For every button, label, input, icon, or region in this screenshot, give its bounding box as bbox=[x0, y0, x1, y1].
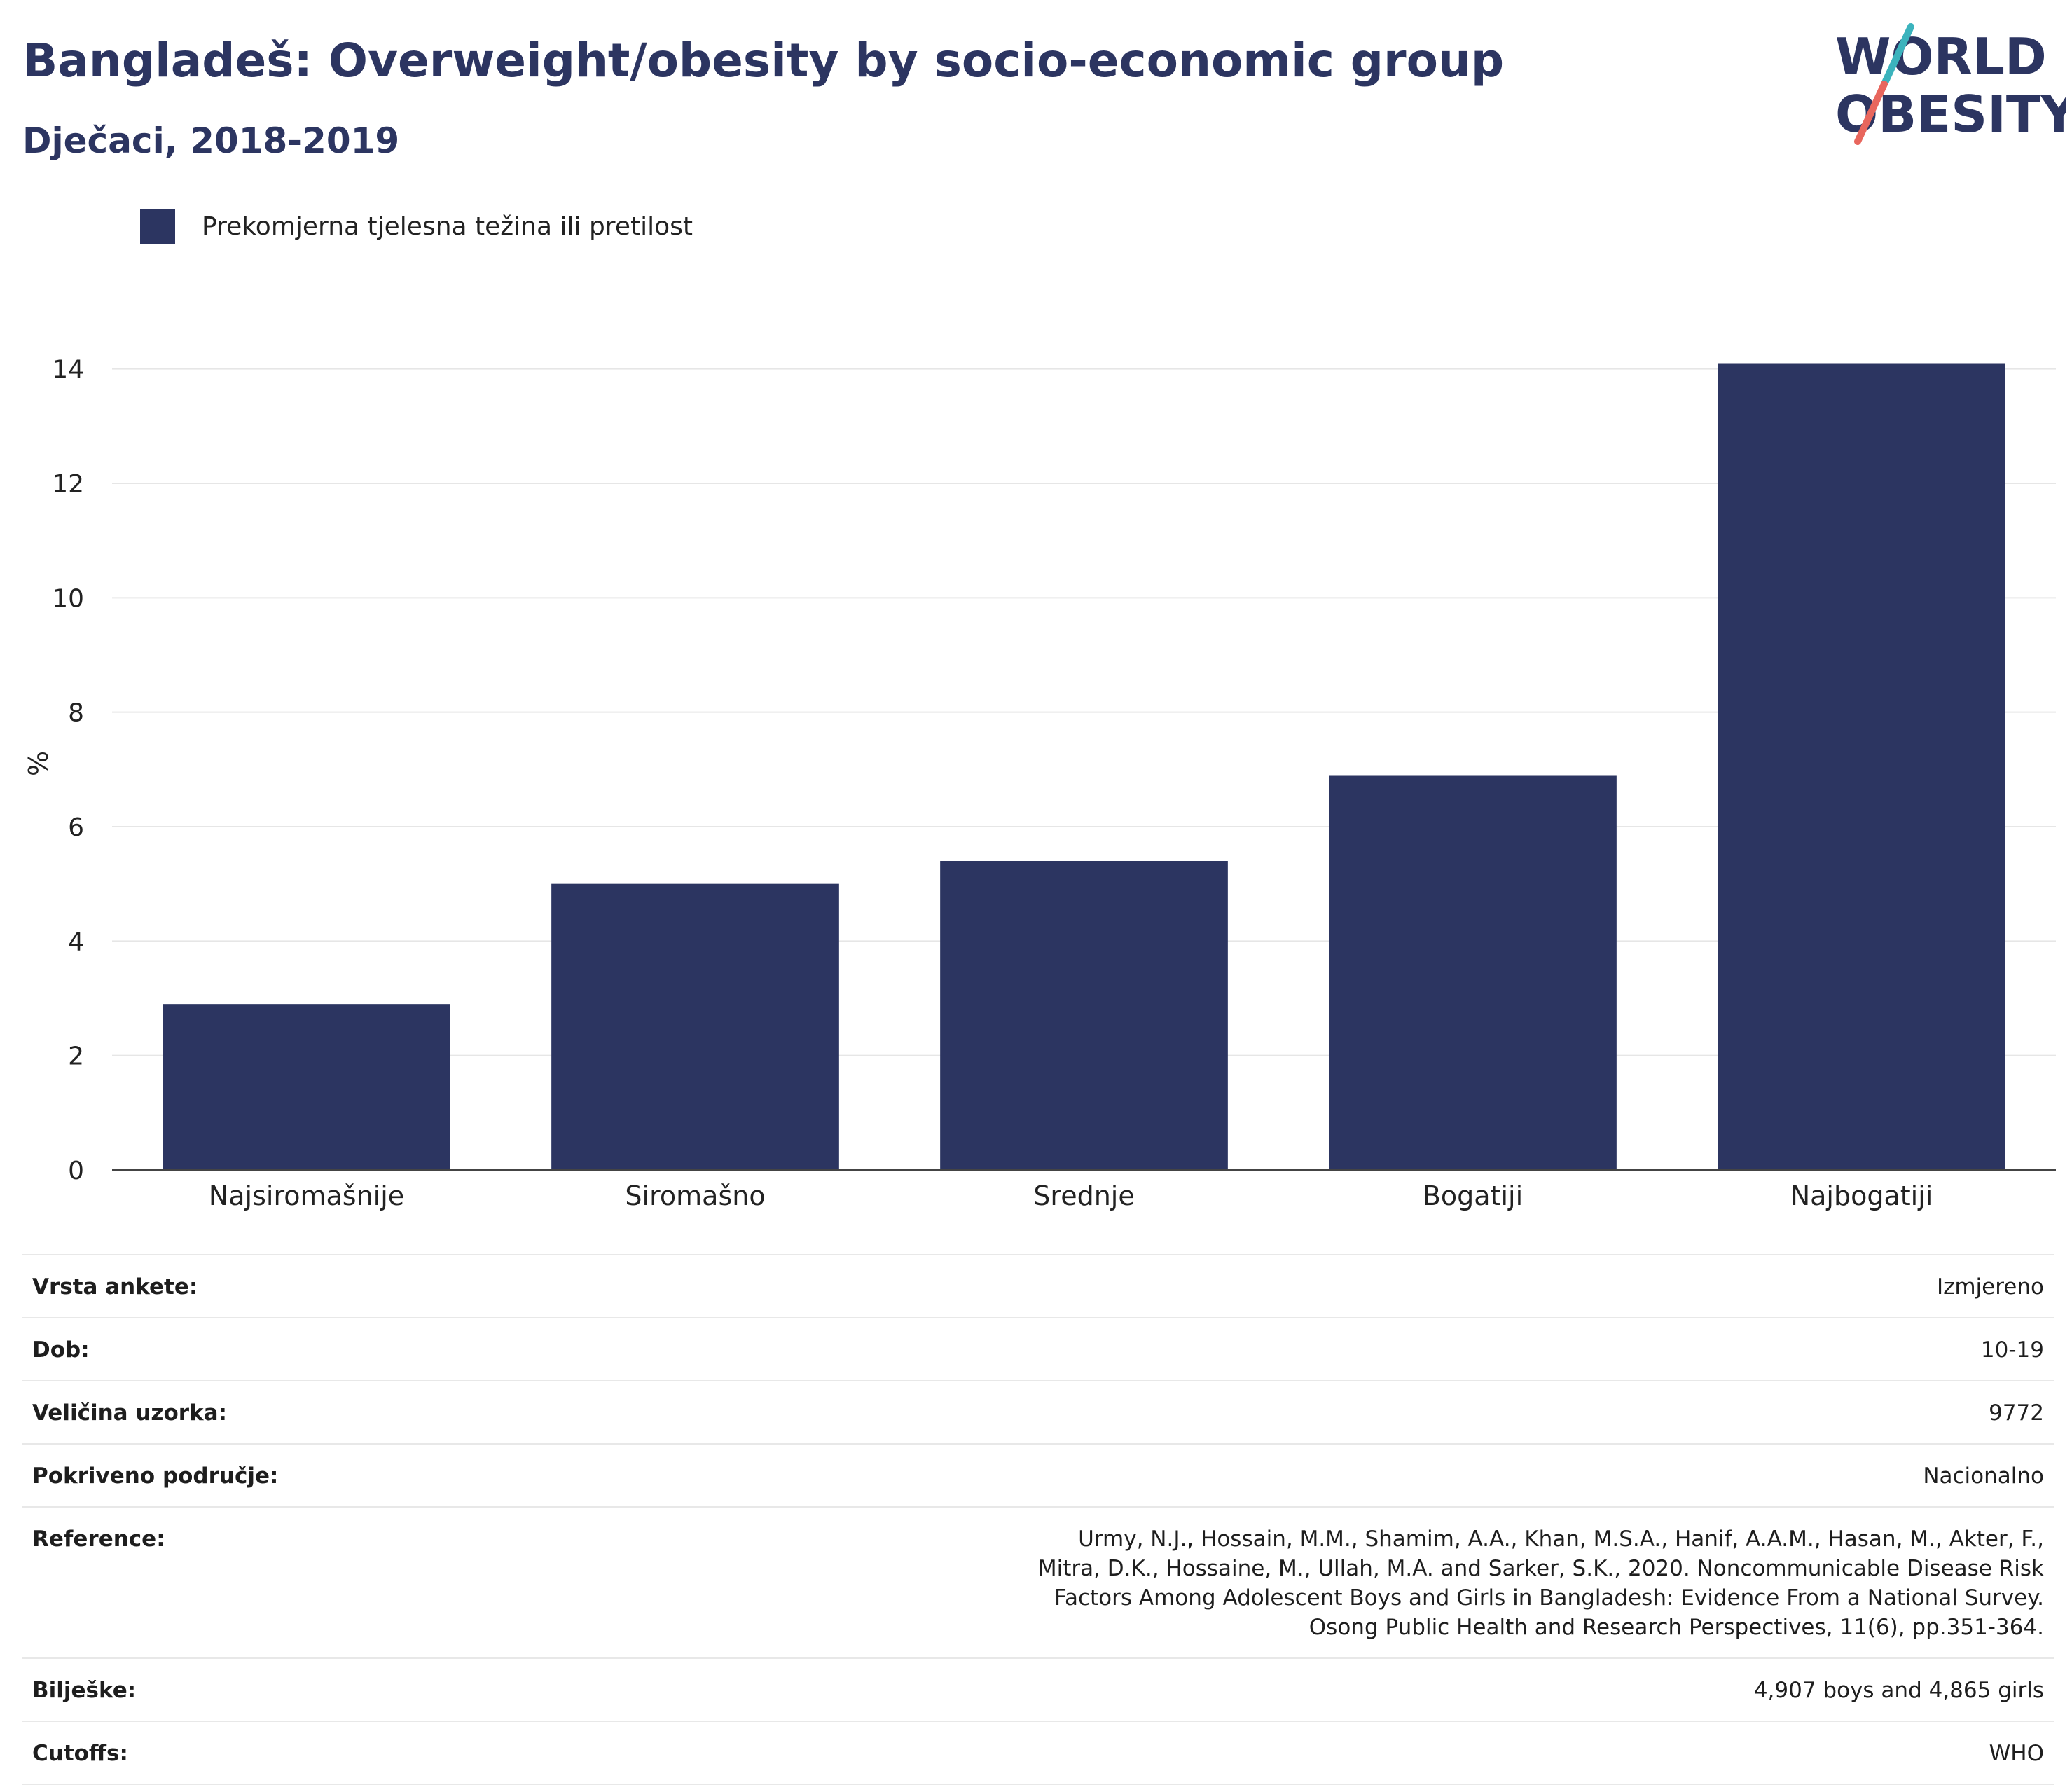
x-tick-label: Srednje bbox=[1033, 1180, 1134, 1211]
row-value: Izmjereno bbox=[1936, 1274, 2044, 1300]
row-label: Pokriveno područje: bbox=[32, 1463, 279, 1489]
table-row: Dob: 10-19 bbox=[22, 1318, 2054, 1381]
world-obesity-logo: WORLD OBESITY bbox=[1835, 23, 2066, 145]
y-tick-label: 6 bbox=[68, 813, 84, 842]
table-row: Reference: Urmy, N.J., Hossain, M.M., Sha… bbox=[22, 1507, 2054, 1658]
row-value: 10-19 bbox=[1980, 1337, 2044, 1363]
table-row: Veličina uzorka: 9772 bbox=[22, 1381, 2054, 1444]
row-value: 4,907 boys and 4,865 girls bbox=[1753, 1678, 2044, 1703]
y-axis-label: % bbox=[23, 751, 54, 776]
y-tick-label: 10 bbox=[52, 584, 84, 613]
y-tick-label: 0 bbox=[68, 1157, 84, 1185]
x-tick-label: Siromašno bbox=[625, 1180, 765, 1211]
table-row: Pokriveno područje: Nacionalno bbox=[22, 1444, 2054, 1507]
svg-text:WORLD: WORLD bbox=[1835, 27, 2047, 86]
row-value: Nacionalno bbox=[1923, 1463, 2044, 1489]
bar-chart: % 0 2 4 6 8 10 12 14 Najsiromašnije Siromašno Sred… bbox=[23, 356, 2056, 1211]
table-row: Bilješke: 4,907 boys and 4,865 girls bbox=[22, 1658, 2054, 1721]
bar[interactable] bbox=[1718, 363, 2005, 1171]
y-tick-label: 12 bbox=[52, 470, 84, 499]
chart-subtitle: Dječaci, 2018-2019 bbox=[22, 120, 400, 161]
y-tick-label: 4 bbox=[68, 928, 84, 956]
row-value: 9772 bbox=[1989, 1400, 2044, 1426]
bar[interactable] bbox=[551, 883, 839, 1170]
bar[interactable] bbox=[940, 861, 1228, 1170]
row-label: Vrsta ankete: bbox=[32, 1274, 198, 1300]
chart-title: Bangladeš: Overweight/obesity by socio-e… bbox=[22, 34, 1505, 88]
survey-details-table: Vrsta ankete: Izmjereno Dob: 10-19 Veličina … bbox=[22, 1254, 2054, 1785]
row-value: WHO bbox=[1989, 1741, 2044, 1766]
y-tick-label: 14 bbox=[52, 356, 84, 385]
row-label: Cutoffs: bbox=[32, 1741, 128, 1766]
legend-label: Prekomjerna tjelesna težina ili pretilos… bbox=[202, 212, 693, 241]
x-tick-label: Najbogatiji bbox=[1790, 1180, 1933, 1211]
row-label: Reference: bbox=[32, 1526, 165, 1552]
y-tick-label: 2 bbox=[68, 1042, 84, 1071]
bar[interactable] bbox=[1329, 775, 1617, 1171]
table-row: Vrsta ankete: Izmjereno bbox=[22, 1255, 2054, 1318]
y-tick-label: 8 bbox=[68, 699, 84, 728]
x-tick-label: Bogatiji bbox=[1423, 1180, 1523, 1211]
bar[interactable] bbox=[163, 1004, 450, 1170]
row-value: Urmy, N.J., Hossain, M.M., Shamim, A.A.,… bbox=[1037, 1526, 2044, 1640]
table-row: Cutoffs: WHO bbox=[22, 1721, 2054, 1784]
row-label: Dob: bbox=[32, 1337, 90, 1363]
legend-swatch[interactable] bbox=[140, 209, 175, 244]
x-tick-label: Najsiromašnije bbox=[209, 1180, 404, 1211]
row-label: Veličina uzorka: bbox=[32, 1400, 227, 1426]
legend: Prekomjerna tjelesna težina ili pretilos… bbox=[140, 209, 693, 244]
row-label: Bilješke: bbox=[32, 1678, 137, 1703]
